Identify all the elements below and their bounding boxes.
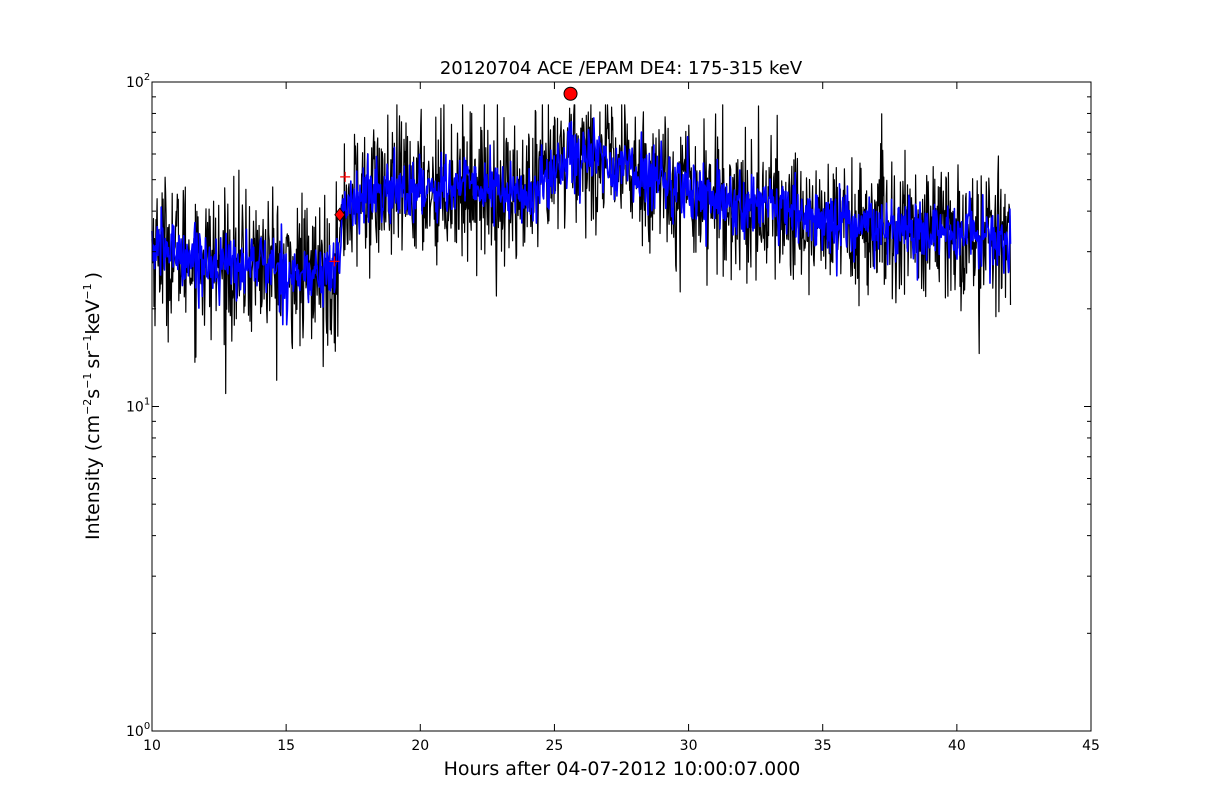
x-tick-label: 35 (814, 738, 832, 754)
y-label-prefix: Intensity (cm (82, 415, 104, 540)
marker-diamond-1 (334, 207, 346, 222)
y-tick-base: 10 (126, 400, 144, 416)
y-tick-base: 10 (126, 75, 144, 91)
chart-title: 20120704 ACE /EPAM DE4: 175-315 keV (440, 58, 803, 79)
series-line-smoothed-blue (151, 117, 1012, 326)
y-label-sup-1: −2 (81, 399, 94, 415)
y-tick-base: 10 (126, 724, 144, 740)
y-tick-label: 101 (126, 397, 150, 416)
y-tick-exponent: 2 (144, 72, 150, 83)
x-tick-label: 30 (680, 738, 698, 754)
y-tick-exponent: 1 (144, 397, 150, 408)
x-axis-label: Hours after 04-07-2012 10:00:07.000 (444, 758, 801, 780)
y-label-sup-4: −1 (81, 283, 94, 299)
x-tick-label: 25 (546, 738, 564, 754)
x-tick-label: 40 (948, 738, 966, 754)
x-tick-label: 15 (277, 738, 295, 754)
x-tick-label: 10 (143, 738, 161, 754)
y-label-sup-2: −1 (81, 373, 94, 389)
marker-plus-3 (329, 256, 340, 267)
marker-circle-0 (563, 86, 578, 101)
x-tick-label: 20 (411, 738, 429, 754)
x-tick-label: 45 (1082, 738, 1100, 754)
series-line-raw-black (151, 104, 1012, 395)
y-label-mid-2: sr (82, 351, 104, 369)
marker-plus-2 (340, 171, 351, 182)
y-tick-label: 102 (126, 72, 150, 91)
y-tick-label: 100 (126, 721, 150, 740)
series-layer (151, 104, 1012, 395)
y-axis-label: Intensity (cm−2s−1sr−1keV−1) (81, 272, 104, 540)
y-label-suffix: ) (82, 272, 104, 279)
y-label-mid-1: s (82, 389, 104, 399)
marker-layer (329, 86, 578, 267)
y-tick-exponent: 0 (144, 721, 150, 732)
y-label-sup-3: −1 (81, 335, 94, 351)
y-label-mid-3: keV (82, 300, 104, 335)
